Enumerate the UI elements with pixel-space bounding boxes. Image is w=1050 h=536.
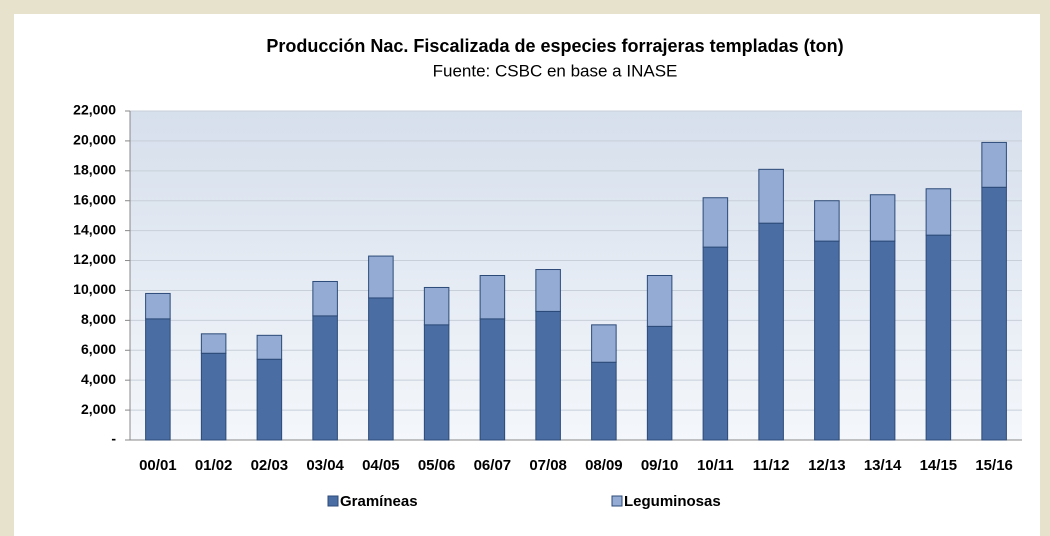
bar-segment: [702, 197, 729, 248]
bar-segment: [925, 188, 952, 236]
x-tick-label: 00/01: [139, 457, 177, 474]
x-tick-label: 10/11: [697, 457, 734, 474]
bar-segment: [869, 240, 896, 441]
bar-segment: [925, 234, 952, 441]
y-tick-label: 12,000: [73, 251, 116, 267]
bar-segment: [479, 275, 506, 320]
bar-segment: [814, 240, 840, 441]
bar-segment: [368, 297, 394, 441]
y-tick-label: 14,000: [73, 221, 116, 237]
bar-segment: [591, 324, 617, 363]
bar-segment: [368, 255, 394, 299]
x-tick-label: 02/03: [251, 457, 289, 474]
bar-segment: [535, 310, 561, 441]
bar-segment: [814, 200, 840, 242]
y-tick-label: 2,000: [81, 401, 116, 417]
x-tick-label: 13/14: [864, 457, 902, 474]
y-tick-label: 4,000: [81, 371, 116, 387]
bar-segment: [981, 141, 1007, 188]
x-tick-label: 06/07: [474, 457, 512, 474]
bar-segment: [646, 275, 673, 327]
bar-segment: [312, 280, 338, 317]
y-tick-label: 8,000: [81, 311, 116, 327]
chart-subtitle: Fuente: CSBC en base a INASE: [433, 61, 678, 80]
x-tick-label: 15/16: [975, 457, 1013, 474]
x-tick-label: 11/12: [753, 457, 790, 474]
chart-title: Producción Nac. Fiscalizada de especies …: [266, 36, 843, 56]
legend-swatch: [611, 495, 623, 507]
x-tick-label: 14/15: [920, 457, 958, 474]
legend-label: Gramíneas: [340, 493, 418, 510]
legend-swatch: [327, 495, 339, 507]
x-tick-label: 05/06: [418, 457, 456, 474]
x-tick-label: 03/04: [306, 457, 344, 474]
bar-segment: [758, 168, 784, 224]
x-tick-label: 01/02: [195, 457, 233, 474]
legend-label: Leguminosas: [624, 493, 721, 510]
bar-segment: [423, 324, 450, 441]
bar-segment: [981, 186, 1007, 441]
bar-segment: [145, 318, 171, 441]
bar-segment: [591, 361, 617, 441]
y-tick-label: -: [111, 431, 116, 447]
bar-segment: [256, 358, 283, 441]
bar-segment: [646, 325, 673, 441]
y-tick-label: 22,000: [73, 102, 116, 118]
bar-segment: [869, 194, 896, 242]
y-tick-label: 18,000: [73, 162, 116, 178]
x-tick-label: 09/10: [641, 457, 679, 474]
y-tick-label: 6,000: [81, 341, 116, 357]
bar-segment: [312, 315, 338, 441]
bar-segment: [479, 318, 506, 441]
y-tick-label: 20,000: [73, 132, 116, 148]
x-tick-label: 04/05: [362, 457, 400, 474]
bar-segment: [200, 333, 227, 354]
y-tick-label: 16,000: [73, 191, 116, 207]
bar-segment: [200, 352, 227, 441]
x-tick-label: 07/08: [529, 457, 567, 474]
bar-segment: [758, 222, 784, 441]
bar-segment: [256, 334, 283, 360]
bar-segment: [535, 269, 561, 312]
bar-segment: [145, 292, 171, 320]
x-tick-label: 08/09: [585, 457, 623, 474]
bar-segment: [423, 286, 450, 326]
bar-segment: [702, 246, 729, 441]
x-tick-label: 12/13: [808, 457, 846, 474]
y-tick-label: 10,000: [73, 281, 116, 297]
